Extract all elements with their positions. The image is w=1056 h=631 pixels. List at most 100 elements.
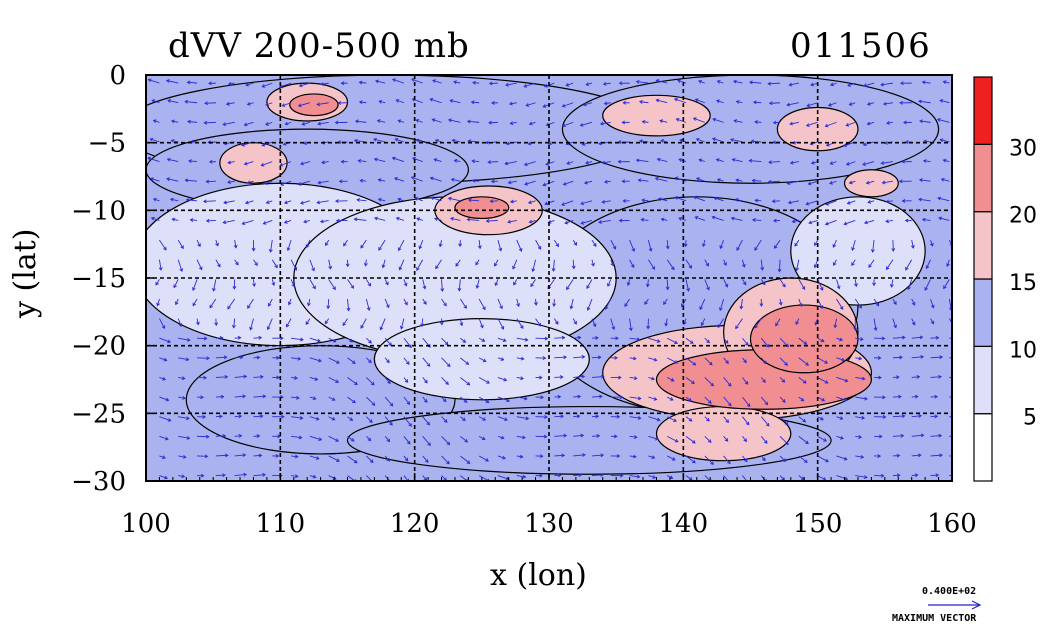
wind-vector xyxy=(849,180,856,184)
wind-vector-head xyxy=(399,325,404,330)
wind-vector xyxy=(309,435,322,441)
wind-vector-head xyxy=(239,355,244,360)
wind-vector xyxy=(667,416,677,422)
wind-vector xyxy=(629,259,635,268)
wind-vector-head xyxy=(604,305,609,310)
wind-vector xyxy=(357,199,367,202)
wind-vector xyxy=(347,396,356,404)
wind-vector-head xyxy=(293,267,298,271)
wind-vector xyxy=(460,337,466,343)
wind-vector xyxy=(178,455,186,458)
wind-vector xyxy=(403,337,412,348)
wind-vector xyxy=(196,318,199,325)
wind-vector-head xyxy=(655,98,660,103)
wind-vector xyxy=(156,298,160,306)
wind-vector xyxy=(291,396,300,399)
wind-vector-head xyxy=(206,356,210,361)
wind-vector-head xyxy=(919,335,924,340)
wind-vector-head xyxy=(415,138,420,143)
wind-vector xyxy=(554,415,564,418)
wind-vector xyxy=(422,396,428,403)
wind-vector xyxy=(561,200,574,206)
wind-vector xyxy=(938,217,950,221)
wind-vector-head xyxy=(851,262,855,267)
wind-vector xyxy=(629,337,640,341)
wind-vector xyxy=(846,121,856,126)
wind-vector xyxy=(242,220,254,225)
wind-vector-head xyxy=(600,453,605,458)
wind-vector-head xyxy=(705,262,709,267)
wind-vector xyxy=(523,82,536,88)
wind-vector xyxy=(788,200,799,204)
wind-vector-head xyxy=(305,244,310,249)
wind-vector xyxy=(159,318,165,329)
wind-vector-head xyxy=(654,176,659,181)
wind-vector xyxy=(516,416,529,420)
wind-vector-head xyxy=(224,453,229,458)
wind-vector-head xyxy=(937,196,942,201)
wind-vector-head xyxy=(486,478,490,481)
wind-vector-head xyxy=(569,305,574,310)
wind-vector-head xyxy=(429,97,434,102)
wind-vector xyxy=(647,279,649,287)
wind-vector xyxy=(572,318,577,325)
wind-vector-head xyxy=(426,421,430,426)
wind-vector-head xyxy=(312,396,317,401)
wind-vector xyxy=(253,415,263,418)
wind-vector xyxy=(573,434,584,437)
wind-vector xyxy=(359,81,367,84)
wind-vector-head xyxy=(573,242,578,246)
wind-vector xyxy=(458,279,461,291)
wind-vector-head xyxy=(863,83,867,88)
wind-vector xyxy=(648,435,659,440)
wind-vector xyxy=(478,357,487,362)
wind-vector xyxy=(167,158,179,163)
wind-vector-head xyxy=(953,337,956,340)
wind-vector xyxy=(253,395,266,398)
wind-vector xyxy=(395,138,405,143)
wind-vector xyxy=(411,78,423,84)
wind-vector-head xyxy=(445,381,449,385)
wind-vector xyxy=(245,82,254,86)
wind-vector-head xyxy=(386,457,391,462)
wind-vector-head xyxy=(615,336,619,341)
wind-vector xyxy=(667,455,676,461)
wind-vector-head xyxy=(543,434,548,439)
y-tick-label: −20 xyxy=(71,332,126,362)
wind-vector xyxy=(279,82,292,88)
wind-vector-head xyxy=(560,414,565,419)
wind-vector-head xyxy=(280,395,284,400)
wind-vector-head xyxy=(893,301,897,305)
wind-vector xyxy=(760,337,769,348)
wind-vector xyxy=(512,259,518,269)
wind-vector-head xyxy=(604,179,608,184)
wind-vector-head xyxy=(403,282,408,287)
x-tick-label: 110 xyxy=(256,509,306,539)
wind-vector xyxy=(919,120,931,123)
wind-vector xyxy=(723,259,727,266)
wind-vector-head xyxy=(824,123,829,128)
wind-vector-head xyxy=(598,141,602,146)
colorbar-label: 5 xyxy=(1023,406,1037,431)
wind-vector xyxy=(309,416,319,420)
wind-vector xyxy=(930,318,935,325)
wind-vector-head xyxy=(727,382,732,387)
wind-vector xyxy=(510,200,517,203)
wind-vector xyxy=(234,356,243,359)
wind-vector-head xyxy=(580,220,585,225)
wind-vector-head xyxy=(443,419,448,423)
wind-vector xyxy=(505,161,517,165)
wind-vector xyxy=(226,102,235,105)
wind-vector xyxy=(855,337,863,340)
wind-vector-head xyxy=(582,453,586,457)
wind-vector xyxy=(731,217,743,221)
wind-vector xyxy=(586,82,593,86)
wind-vector xyxy=(798,357,809,366)
wind-vector xyxy=(580,121,593,126)
wind-vector-head xyxy=(296,395,300,400)
wind-vector xyxy=(396,99,405,104)
wind-vector-head xyxy=(599,394,603,399)
wind-vector xyxy=(554,454,565,457)
wind-vector-head xyxy=(453,80,457,85)
wind-vector xyxy=(751,140,762,143)
